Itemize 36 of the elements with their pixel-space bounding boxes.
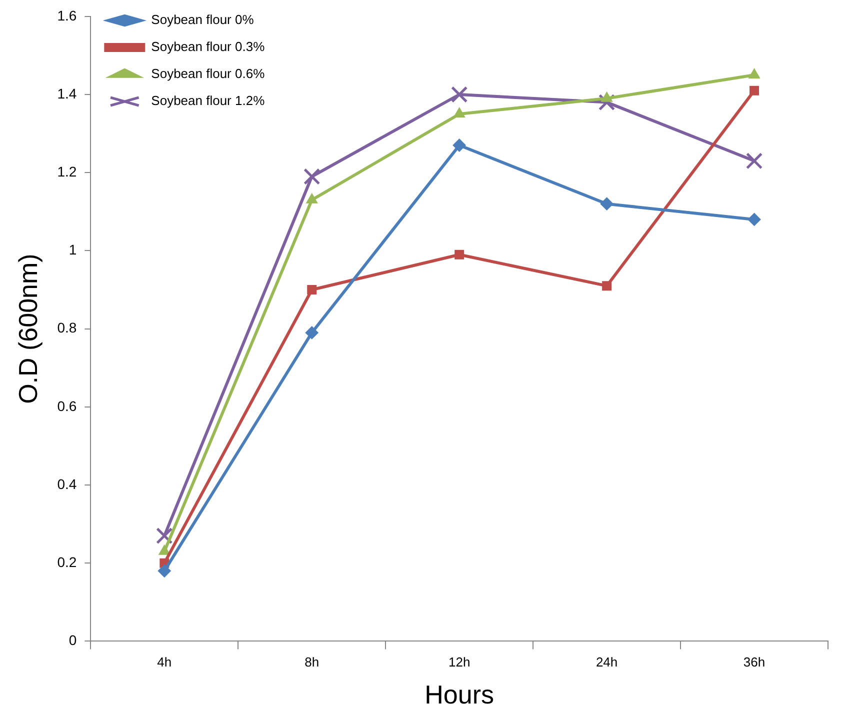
y-tick-label: 0 (68, 632, 77, 648)
point (306, 193, 318, 204)
point (307, 285, 317, 294)
x-tick-label: 36h (743, 654, 766, 670)
point (454, 108, 466, 118)
point (158, 564, 171, 578)
y-tick-label: 1 (68, 242, 77, 258)
y-axis-title: O.D (600nm) (12, 254, 43, 404)
point (746, 152, 763, 170)
point (305, 326, 318, 340)
x-axis-title: Hours (424, 680, 494, 710)
y-tick-label: 0.8 (57, 320, 77, 336)
point (748, 212, 761, 226)
y-tick-label: 0.4 (57, 476, 77, 492)
legend-label: Soybean flour 0.3% (151, 39, 266, 54)
legend-label: Soybean flour 0% (151, 12, 254, 28)
x-tick-label: 8h (304, 654, 320, 670)
x-tick-label: 12h (448, 654, 470, 670)
legend-label: Soybean flour 1.2% (151, 93, 266, 108)
point (750, 86, 760, 96)
y-tick-label: 0.2 (57, 554, 77, 570)
y-tick-label: 0.6 (57, 398, 77, 414)
point (601, 92, 612, 102)
y-tick-label: 1.2 (57, 163, 77, 180)
point (451, 86, 468, 103)
x-tick-label: 24h (596, 654, 618, 670)
point (748, 68, 760, 78)
point (304, 168, 320, 185)
y-tick-label: 1.6 (57, 7, 77, 24)
point (600, 197, 614, 210)
legend-label: Soybean flour 0.6% (151, 66, 266, 82)
point (602, 281, 612, 291)
point (452, 138, 466, 152)
point (454, 250, 464, 260)
y-tick-label: 1.4 (57, 85, 77, 102)
x-tick-label: 4h (157, 654, 172, 670)
